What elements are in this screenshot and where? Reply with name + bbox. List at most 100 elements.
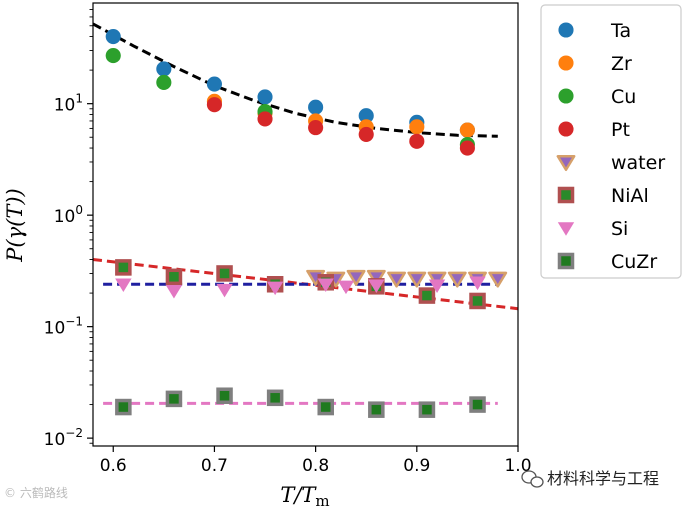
- wechat-icon: [521, 470, 544, 488]
- x-tick-label: 1.0: [504, 456, 531, 476]
- watermark: © 六鹤路线 材料科学与工程: [4, 469, 659, 500]
- x-tick-label: 0.7: [201, 456, 228, 476]
- y-tick-label: 10−1: [44, 315, 83, 339]
- legend-item-water: water: [556, 152, 665, 174]
- legend-item-zr: Zr: [558, 53, 632, 75]
- point-cuzr: [266, 389, 284, 407]
- point-nial: [469, 292, 486, 310]
- y-label-part-2: γ: [3, 226, 27, 239]
- point-ta: [358, 108, 374, 124]
- legend-item-pt: Pt: [558, 119, 630, 141]
- y-tick-label: 10−2: [44, 426, 83, 450]
- legend-label-water: water: [611, 152, 665, 174]
- x-tick-label: 0.6: [100, 456, 127, 476]
- legend-label-cuzr: CuZr: [611, 251, 657, 273]
- series-cuzr: [115, 387, 486, 418]
- y-tick-label: 101: [54, 92, 83, 116]
- point-si: [337, 280, 355, 295]
- point-ta: [308, 99, 324, 115]
- x-tick-label: 0.8: [302, 456, 329, 476]
- point-pt: [308, 120, 324, 136]
- point-nial: [115, 259, 132, 276]
- point-cu: [105, 48, 121, 64]
- y-tick-label: 100: [54, 203, 83, 227]
- point-cuzr: [115, 398, 132, 416]
- legend-marker-pt: [558, 121, 574, 137]
- point-ta: [105, 28, 121, 45]
- point-ta: [156, 61, 172, 77]
- tick-marks: 0.6 0.7 0.8 0.9 1.0 10−2 10−1 100 101: [44, 9, 532, 476]
- point-zr: [459, 122, 475, 138]
- series-pt: [206, 97, 475, 156]
- point-si: [216, 283, 233, 298]
- x-tick-label: 0.9: [403, 456, 430, 476]
- legend-marker-zr: [558, 55, 574, 71]
- legend-marker-ta: [558, 22, 574, 38]
- point-cuzr: [368, 401, 385, 418]
- point-nial: [418, 287, 436, 304]
- legend: Ta Zr Cu Pt water NiAl Si CuZr: [540, 4, 682, 279]
- watermark-right: 材料科学与工程: [547, 469, 659, 488]
- data-marks: [105, 28, 508, 418]
- legend-marker-si: [557, 222, 575, 236]
- point-si: [368, 279, 385, 294]
- series-si: [115, 276, 486, 299]
- legend-item-ta: Ta: [558, 20, 631, 42]
- point-cu: [156, 74, 172, 91]
- y-label-part-3: (: [3, 218, 27, 227]
- point-si: [469, 276, 486, 291]
- legend-marker-cuzr: [557, 252, 575, 270]
- point-zr: [409, 119, 425, 135]
- point-si: [266, 281, 284, 296]
- legend-item-cu: Cu: [558, 86, 636, 108]
- fit-line-1: [92, 22, 498, 138]
- point-water: [387, 271, 407, 288]
- y-axis-label: P(γ(T)): [3, 188, 27, 263]
- point-si: [428, 279, 446, 294]
- axes: [92, 2, 519, 447]
- point-water: [407, 271, 427, 288]
- point-si: [115, 278, 132, 293]
- point-pt: [257, 111, 273, 127]
- legend-item-cuzr: CuZr: [557, 251, 657, 273]
- legend-label-si: Si: [611, 218, 628, 240]
- point-ta: [206, 76, 222, 92]
- point-cuzr: [216, 387, 233, 405]
- point-cuzr: [418, 401, 436, 418]
- legend-label-nial: NiAl: [611, 185, 649, 207]
- legend-label-ta: Ta: [610, 20, 631, 42]
- plot-frame: [92, 2, 519, 447]
- legend-marker-water: [556, 155, 576, 172]
- series-zr: [206, 93, 475, 138]
- point-pt: [358, 126, 374, 142]
- point-water: [346, 269, 366, 286]
- x-axis-label: T/Tm: [280, 483, 329, 506]
- point-water: [488, 271, 508, 288]
- x-axis-label-subscript: m: [315, 492, 329, 506]
- legend-frame: [540, 4, 682, 279]
- legend-item-nial: NiAl: [557, 185, 649, 207]
- point-cuzr: [165, 390, 183, 408]
- point-pt: [409, 133, 425, 149]
- series-ta: [105, 28, 475, 138]
- point-nial: [216, 265, 233, 282]
- point-cuzr: [469, 396, 486, 413]
- point-si: [317, 278, 334, 293]
- y-label-part-5: )): [3, 188, 27, 205]
- point-pt: [206, 97, 222, 113]
- point-cuzr: [317, 398, 334, 416]
- point-nial: [165, 268, 183, 286]
- legend-marker-cu: [558, 88, 574, 104]
- point-water: [447, 271, 467, 288]
- point-water: [366, 269, 386, 286]
- point-ta: [257, 89, 273, 105]
- legend-label-zr: Zr: [611, 53, 632, 75]
- point-si: [165, 284, 183, 299]
- x-axis-label-main: T/T: [280, 483, 317, 506]
- y-label-part-4: T: [3, 203, 27, 219]
- watermark-left: © 六鹤路线: [4, 485, 68, 500]
- point-pt: [459, 140, 475, 156]
- y-label-part-1: P(: [3, 239, 27, 263]
- legend-label-cu: Cu: [611, 86, 636, 108]
